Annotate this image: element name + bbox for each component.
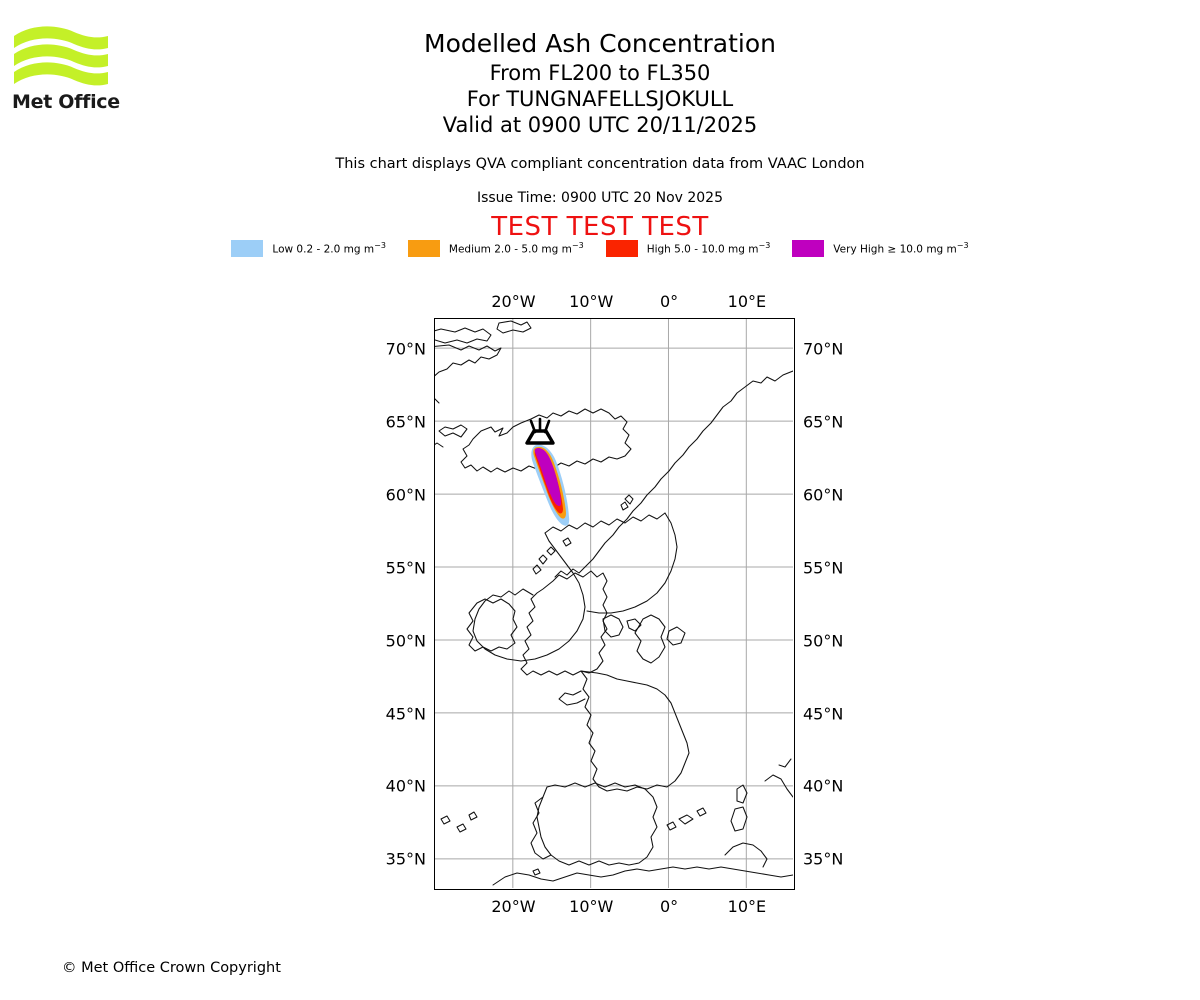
lon-tick-bottom-3: 10°E bbox=[727, 897, 767, 916]
map-canvas bbox=[435, 319, 793, 888]
lon-tick-top-2: 0° bbox=[659, 292, 679, 311]
lat-tick-left-0: 70°N bbox=[385, 339, 426, 359]
lat-tick-right-5: 45°N bbox=[803, 704, 844, 724]
issue-time: Issue Time: 0900 UTC 20 Nov 2025 bbox=[476, 190, 724, 206]
lon-tick-bottom-2: 0° bbox=[659, 897, 679, 916]
ash-concentration-map: 20°W 10°W 0° 10°E 20°W 10°W 0° 10°E 70°N 65°N 60… bbox=[386, 292, 844, 916]
lat-tick-left-2: 60°N bbox=[385, 485, 426, 505]
map-frame bbox=[434, 318, 795, 890]
lat-tick-right-4: 50°N bbox=[803, 631, 844, 651]
test-banner: TEST TEST TEST bbox=[491, 212, 709, 242]
legend-swatch-high bbox=[605, 240, 638, 257]
lat-tick-left-6: 40°N bbox=[385, 776, 426, 796]
legend-swatch-medium bbox=[407, 240, 440, 257]
legend-label-medium: Medium 2.0 - 5.0 mg m−3 bbox=[448, 241, 584, 256]
legend-swatch-low bbox=[231, 240, 264, 257]
graticule-gridlines bbox=[435, 319, 793, 888]
lon-tick-top-3: 10°E bbox=[727, 292, 767, 311]
lat-tick-left-3: 55°N bbox=[385, 558, 426, 578]
title-volcano-name: For TUNGNAFELLSJOKULL bbox=[466, 87, 734, 111]
legend-label-high: High 5.0 - 10.0 mg m−3 bbox=[646, 241, 771, 256]
lat-tick-right-2: 60°N bbox=[803, 485, 844, 505]
lon-tick-bottom-1: 10°W bbox=[569, 897, 614, 916]
lon-tick-top-0: 20°W bbox=[491, 292, 536, 311]
met-office-logo: Met Office bbox=[12, 22, 122, 113]
legend-label-low: Low 0.2 - 2.0 mg m−3 bbox=[272, 241, 386, 256]
legend-label-very-high: Very High ≥ 10.0 mg m−3 bbox=[833, 241, 969, 256]
logo-wordmark: Met Office bbox=[12, 91, 120, 113]
lat-tick-left-7: 35°N bbox=[385, 849, 426, 869]
coastlines bbox=[435, 320, 793, 886]
logo-waves bbox=[14, 26, 108, 86]
lon-tick-bottom-0: 20°W bbox=[491, 897, 536, 916]
chart-note: This chart displays QVA compliant concen… bbox=[335, 156, 865, 172]
lat-tick-right-1: 65°N bbox=[803, 412, 844, 432]
title-flight-levels: From FL200 to FL350 bbox=[489, 61, 711, 85]
lat-tick-right-3: 55°N bbox=[803, 558, 844, 578]
legend-item-medium: Medium 2.0 - 5.0 mg m−3 bbox=[407, 240, 584, 257]
lat-tick-left-4: 50°N bbox=[385, 631, 426, 651]
title-block: Modelled Ash Concentration From FL200 to… bbox=[0, 28, 1200, 138]
legend-item-very-high: Very High ≥ 10.0 mg m−3 bbox=[792, 240, 969, 257]
lat-tick-left-5: 45°N bbox=[385, 704, 426, 724]
page-title: Modelled Ash Concentration bbox=[424, 29, 776, 58]
lat-tick-left-1: 65°N bbox=[385, 412, 426, 432]
lat-tick-right-7: 35°N bbox=[803, 849, 844, 869]
lon-tick-top-1: 10°W bbox=[569, 292, 614, 311]
legend-item-low: Low 0.2 - 2.0 mg m−3 bbox=[231, 240, 386, 257]
concentration-legend: Low 0.2 - 2.0 mg m−3 Medium 2.0 - 5.0 mg… bbox=[0, 240, 1200, 257]
legend-swatch-very-high bbox=[792, 240, 825, 257]
ash-contour-very-high bbox=[534, 448, 561, 506]
volcano-marker bbox=[525, 417, 555, 445]
title-valid-time: Valid at 0900 UTC 20/11/2025 bbox=[442, 113, 758, 137]
lat-tick-right-6: 40°N bbox=[803, 776, 844, 796]
copyright-text: © Met Office Crown Copyright bbox=[62, 960, 281, 976]
legend-item-high: High 5.0 - 10.0 mg m−3 bbox=[605, 240, 771, 257]
lat-tick-right-0: 70°N bbox=[803, 339, 844, 359]
ash-plume bbox=[531, 444, 570, 526]
